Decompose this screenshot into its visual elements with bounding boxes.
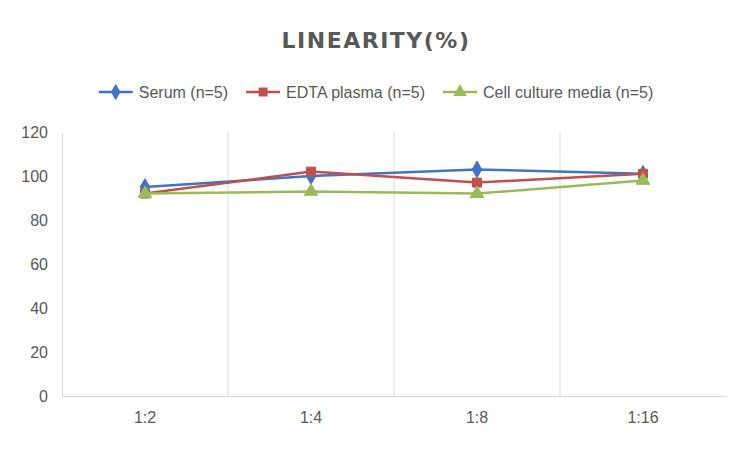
series-marker	[307, 167, 316, 176]
y-tick: 0	[39, 388, 62, 405]
series-marker	[304, 184, 318, 196]
x-tick-label: 1:16	[627, 409, 658, 426]
title: LINEARITY(%)	[282, 28, 471, 53]
x-tick: 1:8	[466, 396, 488, 426]
y-tick: 40	[30, 300, 62, 317]
chart: LINEARITY(%) 0 20 40 60 80 100 120 1:2 1:4 1:8 1:16…	[0, 0, 752, 452]
y-tick-label: 60	[30, 256, 48, 273]
x-tick-label: 1:2	[134, 409, 156, 426]
x-tick: 1:16	[627, 396, 658, 426]
y-axis: 0 20 40 60 80 100 120	[21, 124, 62, 405]
series-line	[145, 172, 643, 194]
series-marker	[306, 168, 316, 185]
y-tick: 120	[21, 124, 62, 141]
legend-marker	[111, 84, 121, 101]
y-tick: 60	[30, 256, 62, 273]
y-tick-label: 40	[30, 300, 48, 317]
series-marker	[472, 161, 482, 178]
y-tick: 100	[21, 168, 62, 185]
legend: Serum (n=5) EDTA plasma (n=5) Cell culture…	[99, 84, 654, 101]
legend-item: Serum (n=5)	[99, 84, 228, 101]
y-tick: 20	[30, 344, 62, 361]
legend-marker	[453, 84, 467, 96]
series-line	[145, 180, 643, 193]
x-tick: 1:2	[134, 396, 156, 426]
plot-area: 0 20 40 60 80 100 120 1:2 1:4 1:8 1:16	[21, 124, 726, 427]
y-tick-label: 80	[30, 212, 48, 229]
legend-label: Cell culture media (n=5)	[483, 84, 653, 101]
legend-item: Cell culture media (n=5)	[443, 84, 653, 101]
legend-label: EDTA plasma (n=5)	[286, 84, 425, 101]
legend-marker	[259, 88, 268, 97]
grid-line	[228, 132, 229, 396]
y-tick-label: 20	[30, 344, 48, 361]
x-tick-label: 1:8	[466, 409, 488, 426]
series-marker	[470, 186, 484, 198]
y-tick: 80	[30, 212, 62, 229]
y-tick-label: 120	[21, 124, 48, 141]
x-axis: 1:2 1:4 1:8 1:16	[63, 396, 727, 426]
series-group	[138, 161, 650, 198]
y-tick-label: 0	[39, 388, 48, 405]
x-tick-label: 1:4	[300, 409, 322, 426]
y-tick-label: 100	[21, 168, 48, 185]
series-marker	[138, 186, 152, 198]
legend-item: EDTA plasma (n=5)	[246, 84, 425, 101]
y-axis-line	[62, 133, 63, 397]
legend-label: Serum (n=5)	[139, 84, 228, 101]
series-marker	[636, 173, 650, 185]
x-axis-line	[63, 396, 727, 397]
x-tick: 1:4	[300, 396, 322, 426]
